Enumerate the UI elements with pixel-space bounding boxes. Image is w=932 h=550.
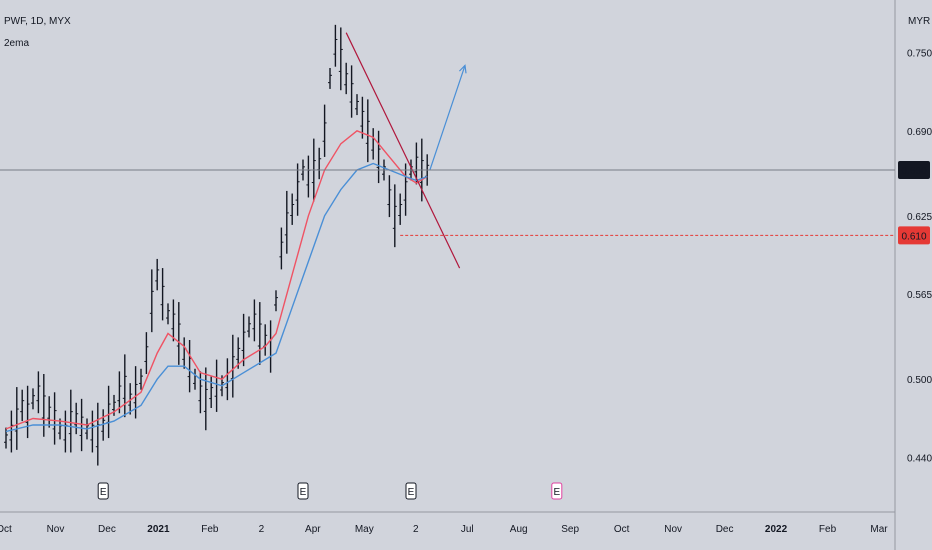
- plot-area[interactable]: [0, 0, 895, 510]
- price-axis[interactable]: 0.750 0.690 0.625 0.565 0.500 0.440: [907, 48, 932, 464]
- ema-slow-line[interactable]: [5, 162, 428, 433]
- x-tick-label: Feb: [201, 524, 219, 535]
- price-label-box: [898, 161, 930, 179]
- ema-layer: [5, 129, 428, 433]
- y-tick-label: 0.750: [907, 48, 932, 59]
- x-tick-label: Oct: [614, 524, 630, 535]
- indicator-legend[interactable]: 2ema: [4, 38, 29, 49]
- symbol-title: PWF, 1D, MYX: [4, 16, 71, 27]
- y-tick-label: 0.500: [907, 375, 932, 386]
- y-tick-label: 0.565: [907, 290, 932, 301]
- price-label: 0.660: [901, 166, 926, 177]
- earnings-marker[interactable]: [297, 482, 309, 500]
- earnings-marker-label: E: [300, 487, 307, 498]
- time-axis[interactable]: Oct Nov Dec 2021 Feb 2 Apr May 2 Jul Aug Sep Oct Nov D…: [0, 524, 888, 535]
- projection-arrow[interactable]: [429, 65, 466, 171]
- x-tick-label: Nov: [664, 524, 682, 535]
- earnings-marker[interactable]: [97, 482, 109, 500]
- earnings-marker-label: E: [408, 487, 415, 498]
- x-tick-label: 2: [259, 524, 265, 535]
- x-tick-label: Jul: [461, 524, 474, 535]
- downtrend-line[interactable]: [345, 32, 461, 269]
- earnings-marker-label: E: [553, 487, 560, 498]
- x-tick-label: Apr: [305, 524, 321, 535]
- earnings-marker[interactable]: [405, 482, 417, 500]
- arrow-head: [458, 64, 467, 74]
- y-tick-label: 0.625: [907, 212, 932, 223]
- ema-fast-line[interactable]: [5, 129, 428, 430]
- x-tick-label: 2022: [765, 524, 788, 535]
- currency-label: MYR: [908, 16, 930, 27]
- x-tick-label: Dec: [98, 524, 116, 535]
- earnings-marker[interactable]: [551, 482, 563, 500]
- x-tick-label: 2: [413, 524, 419, 535]
- x-tick-label: Dec: [716, 524, 734, 535]
- x-tick-label: May: [355, 524, 374, 535]
- y-tick-label: 0.690: [907, 127, 932, 138]
- x-tick-label: Aug: [510, 524, 528, 535]
- earnings-marker-label: E: [100, 487, 107, 498]
- x-tick-label: Feb: [819, 524, 837, 535]
- x-tick-label: Oct: [0, 524, 12, 535]
- drawings-layer: [345, 32, 467, 269]
- price-label: 0.610: [901, 231, 926, 242]
- x-tick-label: Nov: [47, 524, 65, 535]
- x-tick-label: 2021: [147, 524, 170, 535]
- y-tick-label: 0.440: [907, 454, 932, 465]
- x-tick-label: Sep: [561, 524, 579, 535]
- price-levels-layer: 0.660 0.610: [0, 161, 930, 245]
- x-tick-label: Mar: [870, 524, 888, 535]
- price-label-box: [898, 226, 930, 245]
